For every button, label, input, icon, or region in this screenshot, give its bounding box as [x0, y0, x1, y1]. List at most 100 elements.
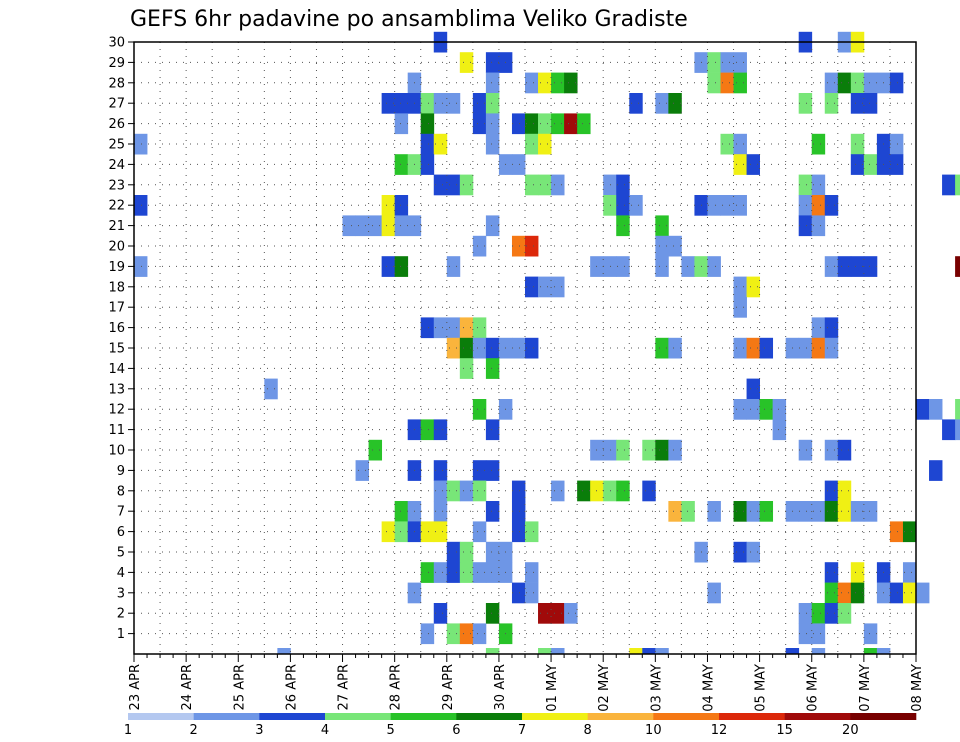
heatmap-cell	[459, 562, 474, 583]
heatmap-cell	[811, 603, 826, 624]
colorbar-legend: 1 2 3 4 5 6 7 8 10 12 15 20	[124, 713, 917, 738]
x-tick-label: 29 APR	[441, 664, 456, 710]
heatmap-cell	[538, 276, 552, 298]
heatmap-cell	[811, 317, 826, 339]
heatmap-cell	[824, 582, 839, 604]
heatmap-cell	[798, 215, 813, 237]
heatmap-cell	[955, 256, 960, 277]
heatmap-cell	[525, 582, 539, 604]
heatmap-cell	[394, 113, 409, 135]
heatmap-cell	[420, 562, 435, 583]
heatmap-cell	[824, 337, 839, 359]
heatmap-cell	[746, 154, 760, 175]
y-tick-label: 10	[108, 444, 125, 459]
heatmap-cell	[485, 541, 500, 563]
heatmap-cell	[824, 439, 839, 461]
heatmap-cell	[655, 648, 669, 655]
heatmap-cell	[733, 501, 747, 522]
x-tick-label: 03 MAY	[649, 664, 664, 712]
y-tick-label: 3	[117, 586, 125, 601]
heatmap-cell	[472, 562, 487, 583]
colorbar-segment	[456, 713, 523, 720]
heatmap-cell	[577, 480, 591, 502]
heatmap-cell	[668, 439, 682, 461]
heatmap-cell	[863, 623, 878, 645]
heatmap-cell	[485, 113, 500, 135]
heatmap-cell	[472, 235, 487, 257]
heatmap-cell	[746, 337, 760, 359]
heatmap-cell	[485, 603, 500, 624]
y-tick-label: 26	[108, 117, 125, 132]
heatmap-cell	[681, 256, 695, 277]
heatmap-cell	[642, 648, 656, 655]
heatmap-cell	[538, 648, 552, 655]
heatmap-cell	[942, 174, 956, 196]
heatmap-cell	[955, 419, 960, 441]
heatmap-cell	[837, 501, 852, 522]
heatmap-cell	[134, 256, 148, 277]
heatmap-cell	[811, 648, 826, 655]
x-tick-label: 23 APR	[128, 664, 143, 710]
y-tick-label: 28	[108, 76, 125, 91]
y-tick-label: 22	[108, 199, 125, 214]
heatmap-cell	[511, 480, 526, 502]
y-tick-label: 21	[108, 219, 125, 234]
heatmap-cell	[525, 113, 539, 135]
heatmap-cell	[668, 337, 682, 359]
heatmap-cell	[824, 317, 839, 339]
x-axis: 23 APR 24 APR 25 APR 26 APR 27 APR 28 APR 29 A…	[128, 654, 925, 712]
heatmap-cell	[733, 276, 747, 298]
heatmap-cell	[733, 399, 747, 420]
x-tick-label: 24 APR	[180, 664, 195, 710]
x-tick-label: 27 APR	[337, 664, 352, 710]
heatmap-cell	[655, 93, 669, 114]
heatmap-cell	[629, 648, 643, 655]
heatmap-cell	[759, 399, 774, 420]
heatmap-cell	[798, 174, 813, 196]
y-tick-label: 6	[117, 525, 125, 540]
heatmap-cell	[850, 582, 865, 604]
heatmap-cell	[459, 174, 474, 196]
x-tick-label: 02 MAY	[597, 664, 612, 712]
heatmap-cell	[538, 133, 552, 155]
heatmap-cell	[733, 52, 747, 73]
heatmap-cell	[720, 52, 734, 73]
heatmap-cell	[394, 154, 409, 175]
heatmap-cell	[902, 562, 917, 583]
heatmap-cell	[485, 93, 500, 114]
heatmap-cell	[342, 215, 356, 237]
heatmap-cell	[394, 215, 409, 237]
heatmap-cell	[446, 480, 461, 502]
heatmap-cell	[837, 256, 852, 277]
heatmap-cell	[551, 480, 565, 502]
heatmap-cell	[863, 93, 878, 114]
heatmap-cell	[433, 460, 448, 481]
heatmap-cell	[916, 582, 930, 604]
heatmap-cell	[525, 276, 539, 298]
heatmap-cell	[551, 113, 565, 135]
heatmap-cell	[746, 378, 760, 400]
heatmap-cell	[811, 337, 826, 359]
heatmap-cell	[485, 72, 500, 94]
y-tick-label: 4	[117, 566, 125, 581]
x-tick-label: 05 MAY	[754, 664, 769, 712]
heatmap-cell	[420, 317, 435, 339]
heatmap-cell	[381, 521, 396, 543]
heatmap-cell	[511, 235, 526, 257]
heatmap-cell	[538, 603, 552, 624]
y-tick-label: 9	[117, 464, 125, 479]
heatmap-cell	[824, 480, 839, 502]
heatmap-cell	[863, 648, 878, 655]
heatmap-cell	[707, 72, 721, 94]
heatmap-cell	[720, 133, 734, 155]
heatmap-cell	[824, 195, 839, 216]
heatmap-cell	[420, 93, 435, 114]
heatmap-cell	[616, 480, 630, 502]
y-tick-label: 23	[108, 178, 125, 193]
colorbar-label: 1	[124, 723, 132, 738]
heatmap-cell	[746, 501, 760, 522]
heatmap-cell	[942, 419, 956, 441]
heatmap-cell	[616, 174, 630, 196]
heatmap-cell	[525, 72, 539, 94]
colorbar-label: 4	[321, 723, 329, 738]
